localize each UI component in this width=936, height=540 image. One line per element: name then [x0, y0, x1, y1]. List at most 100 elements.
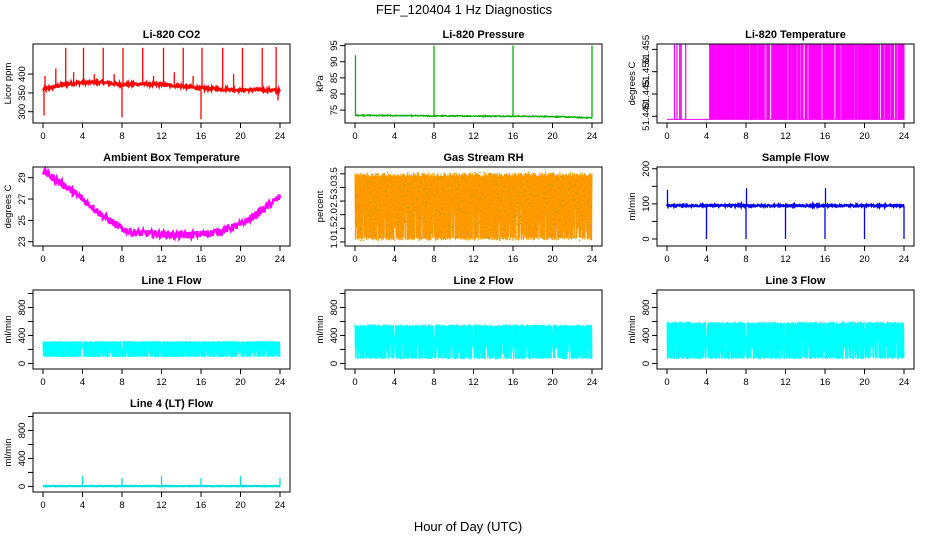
series-point: [551, 183, 553, 185]
series-point: [421, 237, 423, 239]
series-point: [507, 175, 509, 177]
series-point: [481, 199, 483, 201]
series-point: [456, 208, 459, 211]
series-point: [364, 233, 366, 235]
plot-frame: [32, 289, 291, 370]
series-point: [372, 211, 374, 214]
series-point: [494, 191, 496, 193]
series-point: [531, 190, 533, 192]
x-tick-label: 4: [392, 254, 397, 265]
series-point: [385, 236, 388, 238]
series-point: [577, 226, 579, 228]
series-point: [566, 202, 568, 204]
series-point: [522, 204, 525, 207]
series-point: [425, 193, 427, 195]
series-point: [589, 191, 591, 193]
series-point: [447, 191, 449, 193]
series-point: [504, 209, 506, 211]
series-point: [397, 224, 399, 226]
series-point: [519, 219, 522, 222]
x-tick-label: 0: [664, 254, 669, 265]
series-point: [457, 197, 460, 199]
series-point: [553, 175, 555, 177]
series-point: [585, 228, 587, 231]
series-point: [354, 221, 357, 223]
series-point: [567, 175, 569, 178]
x-tick-label: 0: [352, 377, 357, 388]
x-tick-label: 0: [664, 131, 669, 142]
series-point: [550, 216, 552, 219]
series-point: [356, 208, 359, 210]
series-point: [470, 193, 472, 196]
series-point: [476, 207, 479, 209]
series-point: [579, 214, 581, 217]
series-point: [413, 230, 416, 232]
x-tick-label: 0: [40, 377, 45, 388]
series-point: [537, 200, 539, 203]
series-point: [412, 237, 415, 239]
x-tick-label: 0: [352, 254, 357, 265]
series-point: [563, 178, 565, 180]
series-point: [545, 230, 547, 232]
series-point: [575, 215, 577, 217]
series-point: [493, 179, 495, 181]
series-point: [498, 238, 500, 240]
series-point: [408, 211, 410, 213]
x-tick-label: 0: [40, 500, 45, 511]
series-point: [391, 184, 394, 186]
y-tick-label: 51.450: [641, 57, 652, 86]
series-point: [524, 190, 526, 192]
series-point: [426, 200, 429, 202]
series-point: [513, 185, 516, 188]
series-point: [562, 195, 564, 198]
series-point: [531, 216, 533, 218]
x-tick-label: 4: [80, 254, 85, 265]
series-point: [401, 179, 404, 181]
series-point: [403, 185, 405, 187]
series-point: [430, 184, 432, 187]
series-point: [510, 202, 513, 205]
series-point: [438, 177, 440, 179]
series-point: [568, 236, 571, 239]
series-point: [533, 226, 536, 228]
series-point: [369, 209, 372, 211]
series-point: [495, 178, 497, 180]
series-point: [425, 183, 427, 185]
series-point: [585, 220, 587, 223]
series-point: [378, 224, 381, 226]
series-point: [490, 232, 492, 234]
series-point: [569, 182, 571, 184]
series-point: [366, 183, 368, 186]
x-tick-label: 20: [547, 254, 558, 265]
series-point: [386, 223, 388, 226]
series-point: [490, 228, 492, 230]
x-tick-label: 16: [820, 131, 831, 142]
series-point: [355, 222, 358, 224]
series-point: [554, 189, 556, 191]
series-point: [529, 194, 531, 196]
series-point: [508, 227, 510, 229]
series-point: [494, 235, 497, 237]
series-point: [537, 217, 539, 220]
series-point: [435, 195, 437, 197]
series-point: [438, 211, 440, 213]
series-point: [436, 178, 438, 181]
series-point: [407, 231, 410, 233]
y-tick-label: 1.0: [329, 235, 340, 248]
series-point: [465, 211, 467, 213]
series-point: [582, 190, 585, 192]
x-tick-label: 20: [235, 131, 246, 142]
series-point: [413, 175, 415, 178]
series-point: [377, 213, 379, 215]
series-point: [443, 213, 445, 215]
series-point: [563, 196, 566, 198]
series-point: [362, 199, 365, 201]
series-point: [553, 210, 555, 213]
series-point: [554, 223, 556, 225]
series-point: [392, 199, 395, 201]
series-point: [498, 237, 501, 239]
series-point: [390, 177, 393, 179]
series-point: [422, 230, 424, 233]
series-point: [552, 208, 554, 211]
